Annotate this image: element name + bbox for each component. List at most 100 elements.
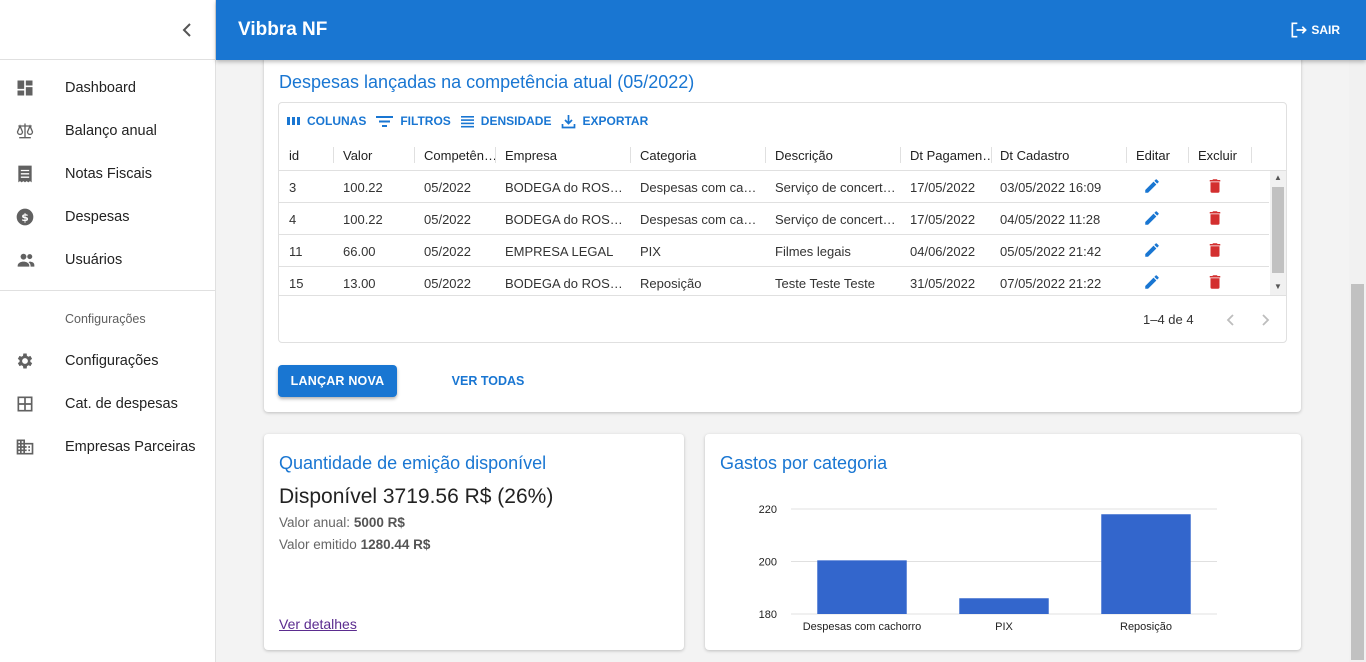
page-scrollbar-thumb[interactable]	[1351, 284, 1364, 660]
edit-button[interactable]	[1143, 241, 1161, 262]
column-header-empresa[interactable]: Empresa	[505, 147, 558, 163]
export-button[interactable]: EXPORTAR	[561, 114, 648, 129]
sidebar-item-balanco[interactable]: Balanço anual	[0, 109, 215, 152]
column-header-id[interactable]: id	[289, 147, 300, 163]
view-details-link[interactable]: Ver detalhes	[279, 616, 357, 632]
cell-valor: 100.22	[343, 203, 413, 235]
column-separator[interactable]	[1188, 147, 1189, 163]
annual-value: 5000 R$	[353, 515, 405, 530]
column-separator[interactable]	[495, 147, 496, 163]
grid-scrollbar-thumb[interactable]	[1272, 187, 1284, 273]
pagination-text: 1–4 de 4	[1143, 312, 1194, 327]
cell-dt-cadastro-text: 05/05/2022 21:42	[1000, 243, 1102, 259]
columns-button[interactable]: COLUNAS	[287, 114, 366, 128]
column-separator[interactable]	[1126, 147, 1127, 163]
sidebar-item-configuracoes[interactable]: Configurações	[0, 339, 215, 382]
logout-button[interactable]: SAIR	[1285, 14, 1344, 46]
delete-button[interactable]	[1206, 177, 1224, 198]
bar-2	[1101, 514, 1191, 614]
cell-excluir	[1206, 235, 1230, 267]
grid-footer: 1–4 de 4	[279, 295, 1286, 343]
scroll-up-arrow-icon[interactable]: ▲	[1274, 173, 1282, 182]
column-separator[interactable]	[630, 147, 631, 163]
column-separator[interactable]	[991, 147, 992, 163]
column-header-competencia[interactable]: Competên…	[424, 147, 496, 163]
sidebar-item-despesas[interactable]: $ Despesas	[0, 195, 215, 238]
scroll-down-arrow-icon[interactable]: ▼	[1274, 282, 1282, 291]
sidebar-item-cat-despesas[interactable]: Cat. de despesas	[0, 382, 215, 425]
emission-card: Quantidade de emição disponível Disponív…	[264, 434, 684, 650]
edit-button[interactable]	[1143, 273, 1161, 294]
cell-id: 3	[289, 171, 333, 203]
view-all-button[interactable]: VER TODAS	[438, 365, 538, 397]
table-row[interactable]: 3 100.22 05/2022 BODEGA do ROSE… Despesa…	[279, 171, 1269, 203]
next-page-button[interactable]	[1256, 310, 1276, 330]
y-tick-label: 180	[759, 609, 777, 621]
delete-button[interactable]	[1206, 209, 1224, 230]
cell-dt-cadastro: 03/05/2022 16:09	[1000, 171, 1122, 203]
page-scrollbar[interactable]	[1349, 60, 1366, 662]
collapse-sidebar-button[interactable]	[177, 20, 197, 40]
cell-competencia: 05/2022	[424, 267, 496, 295]
column-header-dt-pagamento[interactable]: Dt Pagamen…	[910, 147, 992, 163]
column-header-descricao[interactable]: Descrição	[775, 147, 833, 163]
column-header-dt-cadastro[interactable]: Dt Cadastro	[1000, 147, 1070, 163]
table-row[interactable]: 15 13.00 05/2022 BODEGA do ROSE… Reposiç…	[279, 267, 1269, 295]
column-separator[interactable]	[900, 147, 901, 163]
column-separator[interactable]	[765, 147, 766, 163]
cell-dt-pagamento-text: 17/05/2022	[910, 179, 976, 195]
building-icon	[0, 437, 65, 457]
pencil-icon	[1145, 178, 1159, 193]
cell-dt-cadastro: 05/05/2022 21:42	[1000, 235, 1122, 267]
column-header-excluir[interactable]: Excluir	[1198, 147, 1238, 163]
density-button[interactable]: DENSIDADE	[460, 114, 551, 128]
new-expense-button[interactable]: LANÇAR NOVA	[278, 365, 397, 397]
sidebar-divider	[0, 290, 215, 291]
trash-icon	[1209, 210, 1221, 225]
cell-dt-cadastro: 07/05/2022 21:22	[1000, 267, 1122, 295]
cell-descricao: Filmes legais	[775, 235, 897, 267]
column-separator[interactable]	[1251, 147, 1252, 163]
sidebar-header	[0, 0, 215, 60]
table-row[interactable]: 4 100.22 05/2022 BODEGA do ROSE… Despesa…	[279, 203, 1269, 235]
column-separator[interactable]	[414, 147, 415, 163]
pencil-icon	[1145, 274, 1159, 289]
cell-categoria-text: Reposição	[640, 275, 702, 291]
filters-button[interactable]: FILTROS	[376, 114, 451, 128]
cell-empresa: EMPRESA LEGAL	[505, 235, 627, 267]
cell-descricao-text: Serviço de concert…	[775, 179, 896, 195]
table-row[interactable]: 11 66.00 05/2022 EMPRESA LEGAL PIX Filme…	[279, 235, 1269, 267]
cell-dt-pagamento: 17/05/2022	[910, 203, 992, 235]
people-icon	[0, 250, 65, 270]
sidebar: Dashboard Balanço anual Notas Fiscais $ …	[0, 0, 216, 662]
edit-button[interactable]	[1143, 177, 1161, 198]
cell-categoria: Reposição	[640, 267, 762, 295]
delete-button[interactable]	[1206, 273, 1224, 294]
sidebar-item-label: Dashboard	[65, 79, 136, 96]
annual-value-label: Valor anual:	[279, 515, 351, 530]
sidebar-item-usuarios[interactable]: Usuários	[0, 238, 215, 281]
column-header-valor[interactable]: Valor	[343, 147, 373, 163]
column-separator[interactable]	[333, 147, 334, 163]
column-header-categoria[interactable]: Categoria	[640, 147, 697, 163]
emitted-value-line: Valor emitido 1280.44 R$	[279, 537, 430, 552]
cell-dt-cadastro-text: 04/05/2022 11:28	[1000, 211, 1101, 227]
sidebar-item-notas-fiscais[interactable]: Notas Fiscais	[0, 152, 215, 195]
cell-empresa-text: BODEGA do ROSE…	[505, 179, 627, 195]
y-tick-label: 220	[759, 504, 777, 516]
column-header-editar[interactable]: Editar	[1136, 147, 1170, 163]
sidebar-item-dashboard[interactable]: Dashboard	[0, 66, 215, 109]
grid-scrollbar[interactable]: ▲ ▼	[1270, 171, 1286, 295]
cell-id-text: 4	[289, 211, 297, 227]
cell-dt-cadastro: 04/05/2022 11:28	[1000, 203, 1122, 235]
prev-page-button[interactable]	[1220, 310, 1240, 330]
delete-button[interactable]	[1206, 241, 1224, 262]
dollar-coin-icon: $	[0, 207, 65, 227]
cell-excluir	[1206, 171, 1230, 203]
sidebar-item-empresas-parceiras[interactable]: Empresas Parceiras	[0, 425, 215, 468]
cell-categoria-text: Despesas com cac…	[640, 179, 762, 195]
svg-text:$: $	[21, 210, 29, 223]
logout-icon	[1291, 22, 1308, 38]
edit-button[interactable]	[1143, 209, 1161, 230]
cell-descricao-text: Filmes legais	[775, 243, 851, 259]
